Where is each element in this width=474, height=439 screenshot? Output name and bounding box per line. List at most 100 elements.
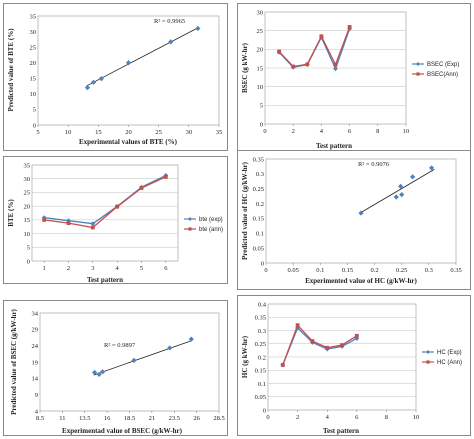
data-point bbox=[358, 210, 364, 216]
x-tick-label: 6 bbox=[164, 265, 168, 272]
x-tick-label: 13.5 bbox=[79, 415, 90, 422]
y-axis-label: Predicted value of HC (g/kW-hr) bbox=[241, 161, 249, 260]
x-tick-label: 2 bbox=[292, 128, 295, 135]
legend-label: bte (ann) bbox=[199, 227, 223, 233]
x-tick-label: 35 bbox=[216, 129, 223, 136]
x-tick-label: 0 bbox=[263, 128, 266, 135]
legend-marker bbox=[416, 72, 420, 76]
y-tick-label: 0 bbox=[261, 260, 264, 267]
x-axis-label: Test pattern bbox=[323, 427, 359, 435]
x-tick-label: 0.35 bbox=[450, 267, 461, 274]
data-point bbox=[277, 49, 281, 54]
chart-bte-pattern: 0 5 10 15 20 25 30 35 1 2 3 4 5 6 Test pattern BTE (%) b… bbox=[7, 162, 223, 284]
data-point bbox=[66, 221, 71, 226]
data-point bbox=[139, 186, 144, 190]
y-tick-label: 9 bbox=[35, 392, 38, 399]
y-tick-label: 35 bbox=[30, 13, 37, 20]
x-tick-label: 3 bbox=[91, 265, 94, 272]
r-squared-annotation: R² = 0.9897 bbox=[104, 342, 136, 349]
y-tick-label: 10 bbox=[30, 91, 37, 98]
y-tick-label: 20 bbox=[257, 47, 264, 54]
y-tick-label: 0.2 bbox=[258, 354, 266, 361]
y-tick-label: 4 bbox=[35, 408, 39, 415]
x-tick-label: 4 bbox=[320, 128, 324, 135]
data-point bbox=[195, 25, 201, 32]
data-point bbox=[340, 343, 344, 347]
y-tick-label: 29 bbox=[32, 327, 39, 334]
series-line-2 bbox=[278, 26, 351, 68]
x-tick-label: 2 bbox=[67, 265, 70, 272]
y-tick-label: 34 bbox=[32, 310, 39, 317]
x-tick-label: 8 bbox=[385, 414, 388, 421]
y-tick-label: 35 bbox=[24, 162, 31, 169]
chart-bsec-regression: 4 9 14 19 24 29 34 8.5 11 13.5 16 18.5 21 23.5 26 28.5 E… bbox=[10, 308, 225, 435]
x-tick-label: 8.5 bbox=[36, 415, 44, 422]
data-point bbox=[393, 194, 399, 200]
x-tick-label: 0.1 bbox=[316, 267, 324, 274]
data-point bbox=[399, 192, 405, 198]
y-axis-label: BTE (%) bbox=[7, 199, 15, 227]
data-point bbox=[100, 369, 106, 375]
x-tick-label: 0.25 bbox=[396, 267, 407, 274]
x-axis-label: Experimentad value of BSEC (g/kW-hr) bbox=[62, 427, 183, 435]
legend-marker bbox=[426, 350, 430, 354]
x-tick-label: 28.5 bbox=[213, 415, 224, 422]
y-tick-label: 0.1 bbox=[256, 231, 264, 238]
y-tick-label: 20 bbox=[30, 60, 37, 67]
y-tick-label: 10 bbox=[257, 84, 264, 91]
y-tick-label: 24 bbox=[32, 343, 39, 350]
y-tick-label: 25 bbox=[30, 44, 37, 51]
x-tick-label: 4 bbox=[326, 414, 330, 421]
series-line-2 bbox=[282, 323, 358, 366]
chart-hc-pattern: 0 0.05 0.1 0.15 0.2 0.25 0.3 0.35 0.4 0 2 4 6 8 10 Test… bbox=[241, 301, 462, 435]
legend-label: BSEC(Ann) bbox=[427, 72, 458, 78]
x-tick-label: 16 bbox=[104, 415, 111, 422]
y-tick-label: 0 bbox=[263, 407, 266, 414]
plot-area bbox=[37, 15, 220, 126]
panel-hc-line: 0 0.05 0.1 0.15 0.2 0.25 0.3 0.35 0.4 0 2 4 6 8 10 Test… bbox=[237, 295, 471, 436]
y-tick-label: 0.15 bbox=[255, 368, 266, 375]
chart-hc-regression: 0 0.05 0.1 0.15 0.2 0.25 0.3 0.35 0 0.05 0.1 0.15 0.… bbox=[241, 156, 462, 285]
series-line-1 bbox=[44, 174, 167, 225]
trendline bbox=[86, 27, 199, 87]
data-point bbox=[333, 62, 338, 67]
x-tick-label: 6 bbox=[348, 128, 352, 135]
data-point bbox=[347, 25, 352, 29]
y-tick-label: 25 bbox=[24, 190, 31, 197]
y-tick-label: 0.05 bbox=[253, 245, 264, 252]
data-point bbox=[295, 323, 300, 328]
y-tick-label: 30 bbox=[24, 176, 31, 183]
r-squared-annotation: R² = 0.9076 bbox=[358, 161, 390, 168]
x-tick-label: 2 bbox=[296, 414, 299, 421]
y-tick-label: 0.3 bbox=[258, 328, 266, 335]
y-tick-label: 14 bbox=[32, 376, 39, 383]
y-tick-label: 15 bbox=[30, 76, 37, 83]
y-tick-label: 0.35 bbox=[253, 156, 264, 163]
x-axis-label: Experimented value of HC (g/kW-hr) bbox=[305, 277, 417, 285]
x-tick-label: 20 bbox=[125, 129, 132, 136]
y-tick-label: 0.05 bbox=[255, 394, 266, 401]
y-tick-label: 15 bbox=[24, 217, 31, 224]
x-axis-label: Experimental values of BTE (%) bbox=[79, 138, 178, 146]
data-point bbox=[42, 217, 47, 222]
y-tick-label: 0.3 bbox=[256, 171, 264, 178]
y-tick-label: 30 bbox=[257, 9, 264, 16]
y-tick-label: 0.35 bbox=[255, 315, 266, 322]
x-tick-label: 0.15 bbox=[342, 267, 353, 274]
panel-bsec-line: 0 5 10 15 20 25 30 0 2 4 6 8 10 Test pattern BSEC (g k… bbox=[237, 3, 471, 151]
x-tick-label: 21 bbox=[149, 415, 156, 422]
x-tick-label: 0 bbox=[264, 267, 267, 274]
trendline bbox=[360, 169, 435, 213]
data-point bbox=[305, 62, 310, 67]
data-point bbox=[98, 75, 104, 82]
series-line-2 bbox=[44, 176, 167, 229]
y-tick-label: 0 bbox=[260, 121, 263, 128]
y-tick-label: 10 bbox=[24, 231, 31, 238]
legend-marker bbox=[426, 360, 430, 364]
x-tick-label: 10 bbox=[403, 128, 410, 135]
y-tick-label: 30 bbox=[30, 29, 37, 36]
data-point bbox=[96, 371, 102, 378]
legend-label: HC (Ann) bbox=[437, 360, 462, 366]
x-tick-label: 10 bbox=[413, 414, 420, 421]
